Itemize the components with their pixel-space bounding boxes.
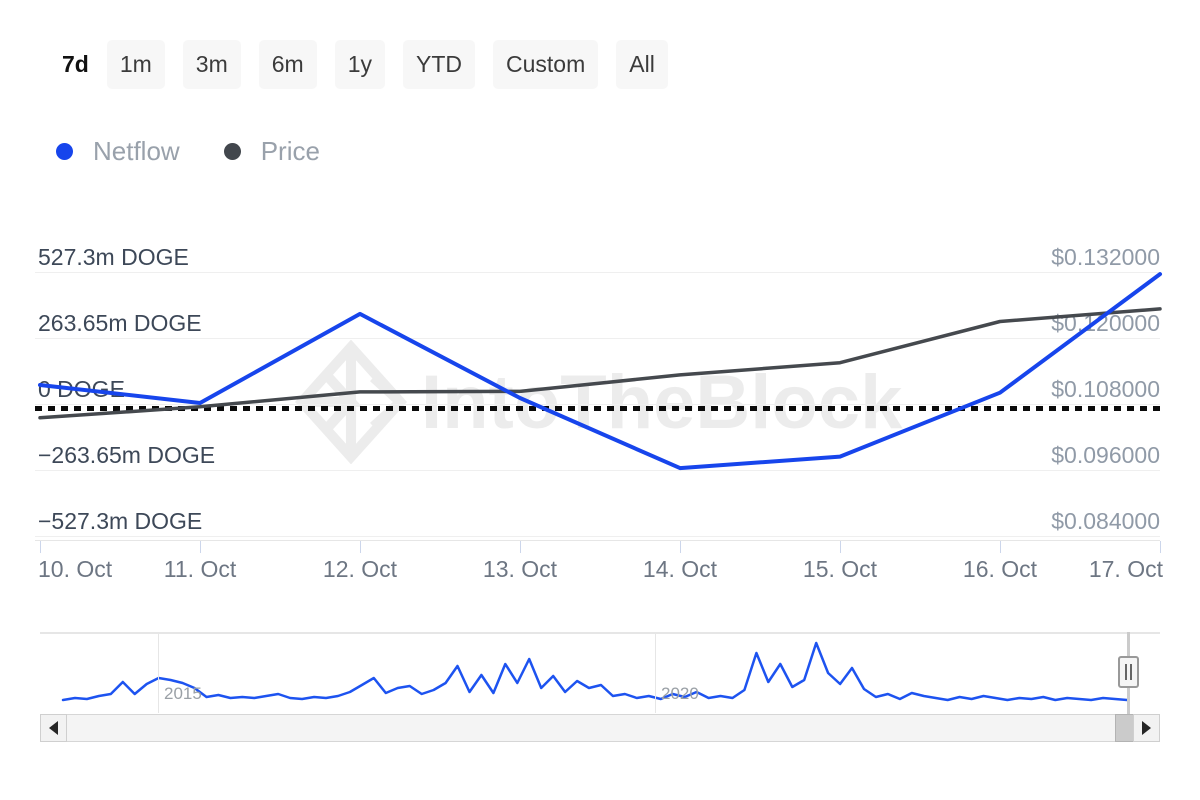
range-button-1m[interactable]: 1m: [106, 39, 165, 89]
x-axis-label: 11. Oct: [163, 556, 237, 582]
gridline: [35, 338, 1160, 339]
y-axis-left-label: −527.3m DOGE: [38, 508, 203, 534]
scrollbar-left-button[interactable]: [40, 714, 67, 742]
x-axis-tick: [200, 541, 201, 553]
zero-dotted-line: [35, 406, 1160, 411]
netflow-marker-icon: [56, 143, 73, 160]
x-axis-label: 13. Oct: [482, 556, 558, 582]
scrollbar-right-button[interactable]: [1133, 714, 1160, 742]
x-axis-label: 17. Oct: [1088, 556, 1163, 582]
y-axis-right-label: $0.132000: [1051, 244, 1160, 270]
x-axis-tick: [680, 541, 681, 553]
y-axis-right-label: $0.096000: [1051, 442, 1160, 468]
y-axis-left-label: 527.3m DOGE: [38, 244, 189, 270]
x-axis-tick: [360, 541, 361, 553]
arrow-left-icon: [49, 721, 58, 735]
range-button-custom[interactable]: Custom: [493, 39, 599, 89]
range-button-1y[interactable]: 1y: [334, 39, 385, 89]
range-button-7d[interactable]: 7d: [62, 50, 89, 77]
gridline: [35, 272, 1160, 273]
y-axis-right-label: $0.084000: [1051, 508, 1160, 534]
navigator-gridline: [655, 633, 656, 713]
x-axis-tick: [1160, 541, 1161, 553]
legend-label: Netflow: [93, 136, 180, 166]
x-axis-label: 15. Oct: [802, 556, 878, 582]
x-axis-label: 14. Oct: [642, 556, 718, 582]
navigator-gridline: [158, 633, 159, 713]
legend-label: Price: [260, 136, 320, 166]
gridline: [35, 536, 1160, 537]
x-axis-label: 10. Oct: [38, 556, 113, 582]
navigator-outline: [40, 632, 1160, 634]
range-button-ytd[interactable]: YTD: [403, 39, 475, 89]
y-axis-left-label: 263.65m DOGE: [38, 310, 202, 336]
arrow-right-icon: [1142, 721, 1151, 735]
range-button-3m[interactable]: 3m: [182, 39, 241, 89]
navigator-resize-handle[interactable]: [1118, 656, 1139, 688]
chart-legend: Netflow Price: [56, 136, 320, 167]
x-axis-label: 12. Oct: [322, 556, 398, 582]
scrollbar-track[interactable]: [40, 714, 1160, 742]
range-button-all[interactable]: All: [616, 39, 668, 89]
gridline: [35, 470, 1160, 471]
time-range-toolbar: 7d 1m 3m 6m 1y YTD Custom All: [62, 39, 668, 89]
x-axis-line: [35, 540, 1160, 541]
x-axis-tick: [40, 541, 41, 553]
y-axis-left-label: −263.65m DOGE: [38, 442, 216, 468]
navigator-year-label: 2020: [661, 684, 699, 703]
y-axis-right-label: $0.108000: [1051, 376, 1160, 402]
price-line: [38, 307, 1162, 420]
x-axis-tick: [1000, 541, 1001, 553]
legend-item-price[interactable]: Price: [223, 136, 320, 167]
x-axis-label: 16. Oct: [962, 556, 1038, 582]
gridline: [35, 404, 1160, 405]
netflow-line: [38, 272, 1162, 471]
x-axis-tick: [520, 541, 521, 553]
legend-item-netflow[interactable]: Netflow: [56, 136, 180, 167]
range-button-6m[interactable]: 6m: [258, 39, 317, 89]
x-axis-tick: [840, 541, 841, 553]
scrollbar-thumb[interactable]: [1115, 714, 1134, 742]
price-marker-icon: [223, 143, 241, 160]
navigator-year-label: 2015: [164, 684, 202, 703]
